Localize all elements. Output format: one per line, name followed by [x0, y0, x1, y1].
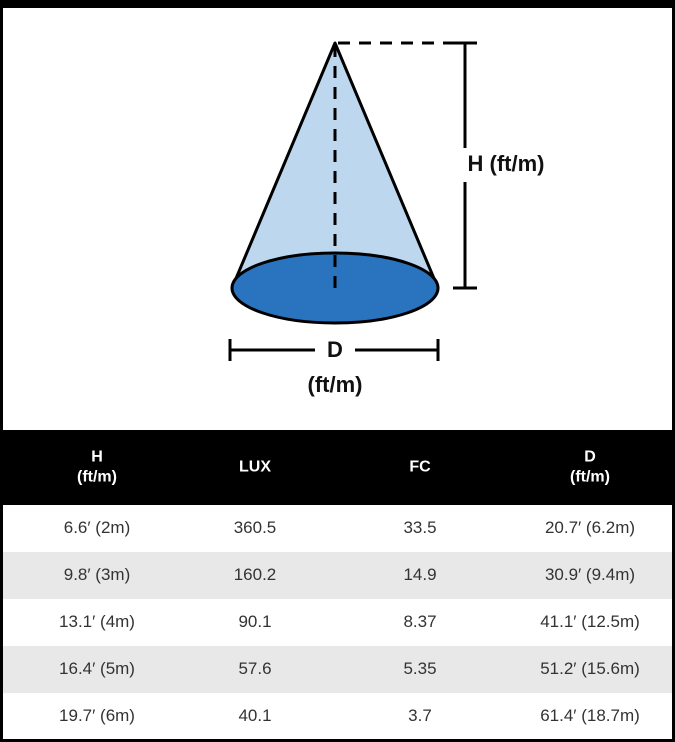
diameter-unit: (ft/m) [308, 372, 363, 397]
table-cell: 3.7 [408, 706, 432, 725]
table-cell: 90.1 [238, 612, 271, 631]
table: H (ft/m) LUX FC D (ft/m) 6.6′ (2m) 360.5 33.5 20.… [0, 430, 675, 740]
table-row [0, 552, 675, 599]
table-cell: 57.6 [238, 659, 271, 678]
cone-diagram: H (ft/m) D (ft/m) [228, 41, 562, 397]
table-cell: 13.1′ (4m) [59, 612, 135, 631]
header-cell: D [584, 449, 596, 466]
table-cell: 61.4′ (18.7m) [540, 706, 640, 725]
table-cell: 41.1′ (12.5m) [540, 612, 640, 631]
header-cell: LUX [239, 459, 271, 476]
table-cell: 5.35 [403, 659, 436, 678]
table-row [0, 599, 675, 646]
header-cell: (ft/m) [77, 469, 117, 486]
table-cell: 360.5 [234, 518, 277, 537]
label-bg [452, 148, 562, 182]
header-cell: H [91, 449, 103, 466]
table-row [0, 646, 675, 693]
table-cell: 40.1 [238, 706, 271, 725]
table-cell: 14.9 [403, 565, 436, 584]
header-cell: (ft/m) [570, 469, 610, 486]
table-cell: 9.8′ (3m) [64, 565, 130, 584]
table-cell: 16.4′ (5m) [59, 659, 135, 678]
table-header [0, 430, 675, 505]
table-cell: 6.6′ (2m) [64, 518, 130, 537]
table-cell: 30.9′ (9.4m) [545, 565, 635, 584]
table-cell: 33.5 [403, 518, 436, 537]
header-cell: FC [409, 459, 431, 476]
table-cell: 20.7′ (6.2m) [545, 518, 635, 537]
table-row [0, 505, 675, 552]
height-label: H (ft/m) [468, 151, 545, 176]
table-row [0, 693, 675, 740]
top-bar [0, 0, 675, 8]
table-cell: 19.7′ (6m) [59, 706, 135, 725]
table-cell: 8.37 [403, 612, 436, 631]
table-cell: 51.2′ (15.6m) [540, 659, 640, 678]
diameter-label: D [327, 337, 343, 362]
table-cell: 160.2 [234, 565, 277, 584]
label-bg [315, 335, 355, 365]
